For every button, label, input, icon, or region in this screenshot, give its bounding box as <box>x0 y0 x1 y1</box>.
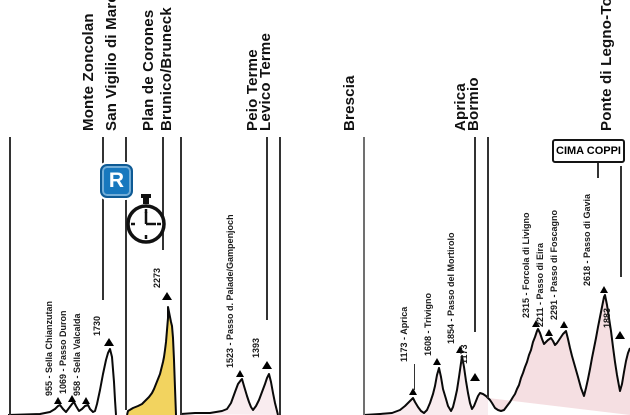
profile-line-aprica-gavia-segment <box>363 294 630 415</box>
town-label-bormio: Bormio <box>465 77 482 131</box>
finish-arrow-peio-1393 <box>262 361 272 369</box>
peak-label-sella-chianzutan: 955 - Sella Chianzutan <box>44 300 54 396</box>
cima-coppi-label: CIMA COPPI <box>556 145 621 157</box>
peak-arrow-foscagno <box>560 321 568 328</box>
finish-arrow-zoncolan-1730 <box>104 338 114 346</box>
town-line-brunico <box>180 137 182 415</box>
town-line-aprica <box>474 137 476 332</box>
peak-label-passo-duron: 1069 - Passo Duron <box>58 310 68 394</box>
rest-day-letter: R <box>108 169 125 192</box>
finish-arrow-tonale-1883 <box>615 331 625 339</box>
peak-label-gavia: 2618 - Passo di Gavia <box>582 193 592 286</box>
town-line-monte-zoncolan <box>102 137 104 300</box>
profile-line-corones-segment <box>126 306 177 415</box>
peak-label-aprica-first: 1173 - Aprica <box>399 306 409 362</box>
rest-day-badge: R <box>100 164 133 198</box>
town-label-brunico: Brunico/Bruneck <box>158 7 175 131</box>
peak-label-passo-eira: 2211 - Passo di Eira <box>535 242 545 327</box>
town-label-san-vigilio: San Vigilio di Marebbe <box>103 0 120 131</box>
finish-label-tonale-1883: 1883 <box>602 307 612 328</box>
town-label-monte-zoncolan: Monte Zoncolan <box>80 13 97 131</box>
peak-label-mortirolo: 1854 - Passo del Mortirolo <box>446 232 456 344</box>
stage-fill-yellow-plan-de-corones <box>127 307 176 415</box>
town-label-plan-de-corones: Plan de Corones <box>140 9 157 131</box>
finish-arrow-corones-2273 <box>162 292 172 300</box>
cima-coppi-badge: CIMA COPPI <box>552 139 625 163</box>
time-trial-stopwatch-icon <box>124 194 168 246</box>
stage-fill-pink-aprica <box>364 356 488 415</box>
peak-label-forcola-livigno: 2315 - Forcola di Livigno <box>521 212 531 318</box>
town-line-san-vigilio <box>125 137 127 410</box>
peak-label-trivigno: 1608 - Trivigno <box>423 292 433 356</box>
stage-fill-pink-gavia <box>488 295 630 415</box>
finish-label-zoncolan-1730: 1730 <box>92 315 102 336</box>
aprica-pass-leader-line <box>414 364 415 390</box>
peak-arrow-aprica-first <box>409 388 417 395</box>
town-label-levico-terme: Levico Terme <box>257 33 274 131</box>
stage-fill-pink-palade <box>181 374 278 415</box>
town-label-brescia: Brescia <box>341 75 358 131</box>
peak-label-palade: 1523 - Passo d. Palade/Gampenjoch <box>225 214 235 368</box>
town-line-bormio <box>487 137 489 398</box>
profile-line-palade-segment <box>180 373 279 415</box>
town-label-mestre: Mestre <box>0 81 4 131</box>
peak-arrow-trivigno <box>433 358 441 365</box>
peak-arrow-gavia <box>600 286 608 293</box>
town-line-plan-de-corones <box>162 137 164 250</box>
peak-arrow-sella-chianzutan <box>54 397 62 404</box>
town-line-brescia <box>363 137 365 415</box>
peak-arrow-passo-eira <box>545 329 553 336</box>
finish-arrow-aprica-1173 <box>470 373 480 381</box>
town-line-peio-terme <box>266 137 268 320</box>
town-line-ponte-di-legno <box>620 166 622 277</box>
cima-coppi-leader-line <box>597 163 599 178</box>
finish-label-aprica-1173: 1173 <box>459 344 469 364</box>
peak-arrow-sella-valcalda <box>82 397 90 404</box>
peak-arrow-mortirolo <box>456 346 464 353</box>
peak-arrow-palade <box>236 370 244 377</box>
town-line-levico-terme <box>279 137 281 415</box>
finish-label-peio-1393: 1393 <box>251 337 261 358</box>
peak-arrow-passo-duron <box>68 395 76 402</box>
town-label-ponte-di-legno: Ponte di Legno-Tonale <box>598 0 615 131</box>
peak-label-sella-valcalda: 958 - Sella Valcalda <box>72 313 82 396</box>
peak-arrow-forcola-livigno <box>532 320 540 327</box>
peak-label-foscagno: 2291 - Passo di Foscagno <box>549 209 559 320</box>
finish-label-corones-2273: 2273 <box>152 267 162 288</box>
profile-line-zoncolan-segment <box>7 348 117 415</box>
town-line-mestre <box>9 137 11 415</box>
